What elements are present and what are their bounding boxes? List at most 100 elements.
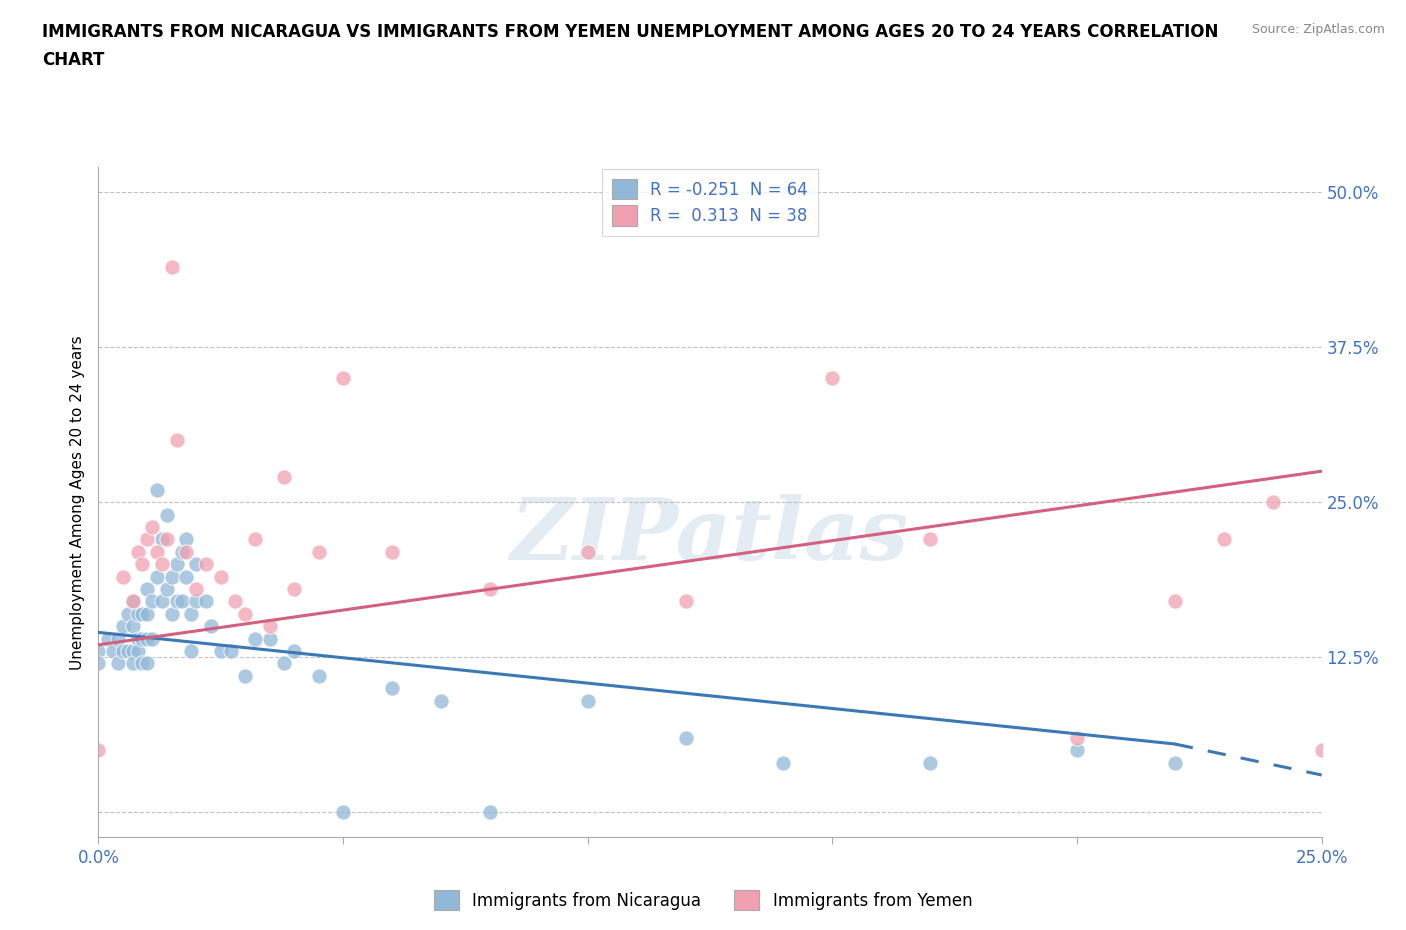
Point bbox=[1066, 743, 1088, 758]
Point bbox=[675, 730, 697, 745]
Point bbox=[156, 532, 179, 547]
Legend: R = -0.251  N = 64, R =  0.313  N = 38: R = -0.251 N = 64, R = 0.313 N = 38 bbox=[602, 169, 818, 235]
Point bbox=[121, 594, 143, 609]
Point bbox=[121, 618, 143, 633]
Point bbox=[224, 594, 246, 609]
Point bbox=[1164, 594, 1187, 609]
Point bbox=[381, 681, 404, 696]
Point bbox=[150, 594, 173, 609]
Y-axis label: Unemployment Among Ages 20 to 24 years: Unemployment Among Ages 20 to 24 years bbox=[70, 335, 86, 670]
Point bbox=[920, 532, 942, 547]
Point bbox=[131, 606, 153, 621]
Point bbox=[259, 618, 281, 633]
Point bbox=[136, 581, 159, 596]
Point bbox=[180, 644, 202, 658]
Point bbox=[107, 631, 129, 646]
Point bbox=[195, 594, 218, 609]
Point bbox=[160, 606, 183, 621]
Point bbox=[1164, 755, 1187, 770]
Point bbox=[121, 644, 143, 658]
Point bbox=[381, 544, 404, 559]
Point bbox=[209, 569, 232, 584]
Point bbox=[146, 569, 169, 584]
Point bbox=[200, 618, 222, 633]
Point bbox=[101, 644, 124, 658]
Text: Source: ZipAtlas.com: Source: ZipAtlas.com bbox=[1251, 23, 1385, 36]
Point bbox=[478, 581, 501, 596]
Point bbox=[219, 644, 242, 658]
Point bbox=[180, 606, 202, 621]
Point bbox=[332, 804, 354, 819]
Text: CHART: CHART bbox=[42, 51, 104, 69]
Point bbox=[170, 594, 193, 609]
Point bbox=[146, 544, 169, 559]
Point bbox=[233, 606, 256, 621]
Point bbox=[127, 644, 149, 658]
Point bbox=[107, 656, 129, 671]
Point bbox=[150, 557, 173, 572]
Text: ZIPatlas: ZIPatlas bbox=[510, 494, 910, 578]
Point bbox=[150, 532, 173, 547]
Point bbox=[283, 644, 305, 658]
Point bbox=[170, 544, 193, 559]
Point bbox=[176, 532, 198, 547]
Point bbox=[131, 557, 153, 572]
Point bbox=[576, 693, 599, 708]
Point bbox=[141, 520, 163, 535]
Point bbox=[87, 644, 110, 658]
Point bbox=[87, 656, 110, 671]
Point bbox=[675, 594, 697, 609]
Point bbox=[195, 557, 218, 572]
Point bbox=[146, 483, 169, 498]
Point bbox=[166, 432, 188, 447]
Point bbox=[478, 804, 501, 819]
Legend: Immigrants from Nicaragua, Immigrants from Yemen: Immigrants from Nicaragua, Immigrants fr… bbox=[427, 884, 979, 917]
Point bbox=[209, 644, 232, 658]
Point bbox=[1212, 532, 1234, 547]
Point bbox=[273, 470, 295, 485]
Point bbox=[821, 371, 844, 386]
Point bbox=[176, 569, 198, 584]
Point bbox=[259, 631, 281, 646]
Point bbox=[332, 371, 354, 386]
Point bbox=[1310, 743, 1333, 758]
Point bbox=[127, 606, 149, 621]
Text: IMMIGRANTS FROM NICARAGUA VS IMMIGRANTS FROM YEMEN UNEMPLOYMENT AMONG AGES 20 TO: IMMIGRANTS FROM NICARAGUA VS IMMIGRANTS … bbox=[42, 23, 1219, 41]
Point bbox=[166, 594, 188, 609]
Point bbox=[111, 569, 134, 584]
Point bbox=[131, 631, 153, 646]
Point bbox=[156, 507, 179, 522]
Point bbox=[160, 569, 183, 584]
Point bbox=[121, 594, 143, 609]
Point bbox=[141, 594, 163, 609]
Point bbox=[141, 631, 163, 646]
Point bbox=[87, 743, 110, 758]
Point bbox=[166, 557, 188, 572]
Point bbox=[186, 557, 208, 572]
Point bbox=[127, 631, 149, 646]
Point bbox=[131, 656, 153, 671]
Point bbox=[136, 631, 159, 646]
Point bbox=[772, 755, 794, 770]
Point bbox=[243, 532, 266, 547]
Point bbox=[920, 755, 942, 770]
Point bbox=[576, 544, 599, 559]
Point bbox=[243, 631, 266, 646]
Point bbox=[97, 631, 120, 646]
Point bbox=[111, 618, 134, 633]
Point bbox=[117, 606, 139, 621]
Point bbox=[136, 532, 159, 547]
Point bbox=[160, 259, 183, 274]
Point bbox=[111, 644, 134, 658]
Point bbox=[308, 544, 330, 559]
Point bbox=[176, 544, 198, 559]
Point bbox=[127, 544, 149, 559]
Point bbox=[1261, 495, 1284, 510]
Point bbox=[121, 656, 143, 671]
Point bbox=[136, 656, 159, 671]
Point bbox=[283, 581, 305, 596]
Point bbox=[308, 669, 330, 684]
Point bbox=[273, 656, 295, 671]
Point bbox=[156, 581, 179, 596]
Point bbox=[136, 606, 159, 621]
